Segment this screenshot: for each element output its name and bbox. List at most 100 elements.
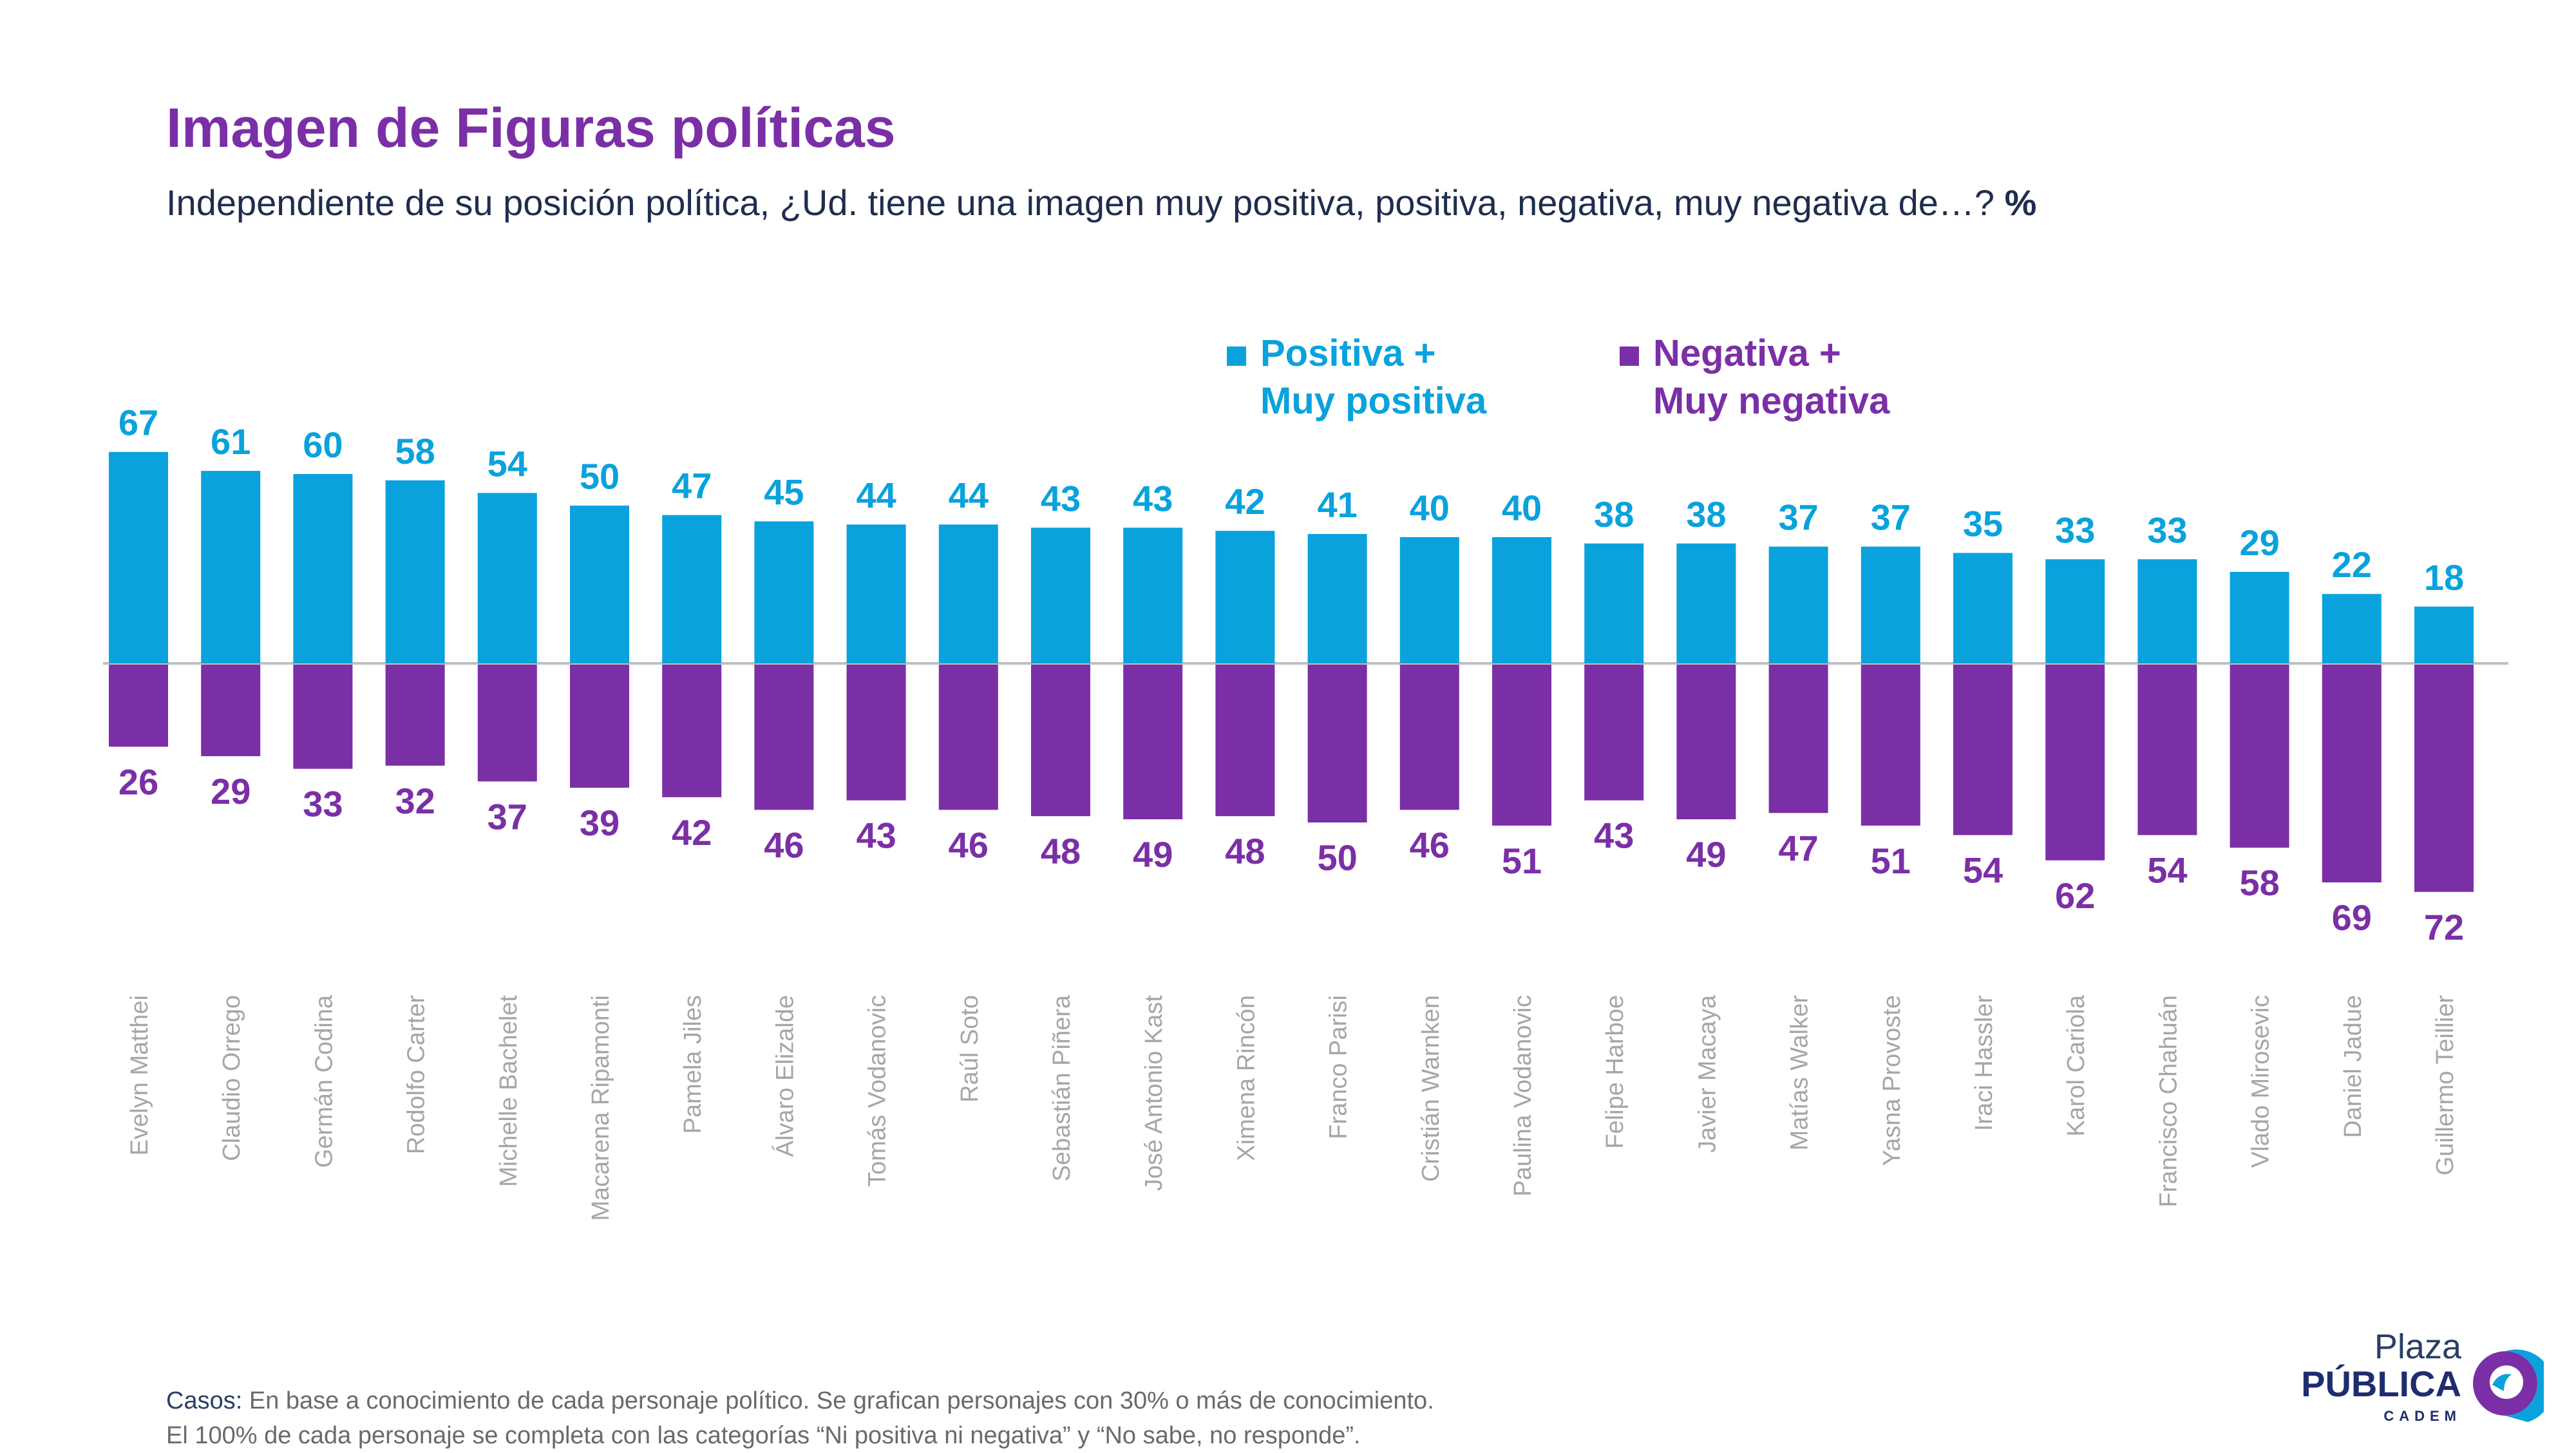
data-label-negative: 54 (2147, 850, 2187, 891)
data-label-negative: 43 (1594, 815, 1634, 856)
data-label-negative: 47 (1778, 828, 1818, 868)
data-label-negative: 37 (488, 796, 527, 837)
legend-positive-label: Positiva + Muy positiva (1260, 330, 1486, 425)
bar-positive (385, 480, 445, 663)
data-label-positive: 67 (118, 403, 158, 443)
bar-positive (477, 493, 537, 663)
category-label: Daniel Jadue (2340, 995, 2367, 1138)
bar-negative (201, 665, 261, 757)
logo-word-publica: PÚBLICA (2301, 1363, 2461, 1404)
data-label-positive: 58 (395, 431, 435, 471)
data-label-negative: 48 (1041, 831, 1081, 871)
bar-positive (201, 471, 261, 663)
category-label: Paulina Vodanovic (1510, 995, 1537, 1197)
plaza-publica-cadem-logo: Plaza PÚBLICA CADEM (2293, 1327, 2544, 1430)
data-label-negative: 46 (764, 824, 804, 865)
bar-positive (1307, 534, 1367, 663)
bar-positive (1031, 527, 1090, 663)
data-label-positive: 37 (1778, 497, 1818, 538)
data-label-positive: 18 (2424, 557, 2464, 598)
data-label-negative: 29 (211, 771, 251, 812)
logo-word-cadem: CADEM (2383, 1408, 2461, 1424)
legend-negative-line2: Muy negativa (1653, 380, 1890, 422)
bar-positive (570, 506, 629, 663)
category-label: Macarena Ripamonti (587, 995, 614, 1221)
bar-negative (109, 665, 168, 747)
category-label: Iraci Hassler (1971, 995, 1998, 1131)
data-label-negative: 43 (856, 815, 896, 856)
data-label-positive: 22 (2332, 544, 2372, 585)
data-label-negative: 62 (2055, 875, 2095, 916)
bar-negative (1307, 665, 1367, 822)
data-label-negative: 39 (580, 802, 620, 843)
category-label: Claudio Orrego (218, 995, 245, 1161)
data-label-positive: 47 (672, 466, 712, 506)
chart-subtitle: Independiente de su posición política, ¿… (166, 182, 2036, 223)
bar-negative (938, 665, 998, 810)
category-label: Yasna Provoste (1879, 995, 1906, 1166)
chart-title: Imagen de Figuras políticas (166, 97, 896, 159)
bar-negative (846, 665, 906, 801)
data-label-negative: 48 (1225, 831, 1265, 871)
bar-negative (662, 665, 722, 797)
data-label-negative: 42 (672, 812, 712, 853)
bar-positive (1492, 537, 1551, 663)
category-label: Michelle Bachelet (495, 995, 522, 1187)
category-label: Germán Codina (310, 994, 337, 1168)
data-label-negative: 72 (2424, 907, 2464, 947)
data-label-negative: 46 (1410, 824, 1450, 865)
category-label: Evelyn Matthei (126, 995, 153, 1155)
subtitle-question: Independiente de su posición política, ¿… (166, 182, 1995, 223)
bar-negative (2230, 665, 2289, 848)
data-label-negative: 49 (1686, 834, 1726, 875)
bar-positive (2414, 606, 2474, 663)
legend-positive-line1: Positiva + (1260, 332, 1436, 374)
bar-positive (1953, 553, 2012, 663)
category-label: Vlado Mirosevic (2248, 995, 2275, 1168)
logo-word-plaza: Plaza (2374, 1327, 2461, 1366)
bar-negative (477, 665, 537, 782)
data-label-positive: 37 (1871, 497, 1911, 538)
legend-positive-swatch (1227, 347, 1246, 366)
bar-positive (846, 524, 906, 663)
category-label: Felipe Harboe (1602, 995, 1629, 1149)
bar-positive (109, 451, 168, 663)
bar-positive (1584, 543, 1644, 663)
footnote: Casos: En base a conocimiento de cada pe… (166, 1383, 1434, 1453)
bar-positive (2230, 571, 2289, 663)
category-label: Sebastián Piñera (1048, 994, 1075, 1181)
bar-negative (570, 665, 629, 788)
bar-positive (662, 515, 722, 663)
data-label-negative: 50 (1317, 837, 1357, 878)
bar-negative (1676, 665, 1736, 820)
category-label: Tomás Vodanovic (864, 995, 891, 1187)
bar-positive (1215, 531, 1275, 663)
data-label-negative: 58 (2239, 862, 2279, 903)
bar-negative (2045, 665, 2105, 860)
bar-positive (1768, 546, 1828, 663)
data-label-positive: 41 (1317, 484, 1357, 525)
bar-negative (1215, 665, 1275, 817)
bar-negative (1768, 665, 1828, 813)
data-label-positive: 44 (949, 475, 989, 515)
bar-positive (938, 524, 998, 663)
category-label: Matías Walker (1786, 995, 1814, 1151)
data-label-positive: 33 (2055, 509, 2095, 550)
data-label-negative: 33 (303, 784, 343, 824)
bar-negative (1861, 665, 1920, 826)
bar-negative (385, 665, 445, 766)
bar-positive (1123, 527, 1183, 663)
footnote-line2: El 100% de cada personaje se completa co… (166, 1422, 1361, 1449)
data-label-negative: 32 (395, 781, 435, 821)
data-label-positive: 42 (1225, 481, 1265, 522)
legend-positive-line2: Muy positiva (1260, 380, 1487, 422)
data-label-negative: 54 (1963, 850, 2003, 891)
data-label-positive: 45 (764, 472, 804, 513)
data-label-positive: 33 (2147, 509, 2187, 550)
data-label-positive: 38 (1686, 494, 1726, 535)
bar-negative (1399, 665, 1459, 810)
data-label-negative: 26 (118, 761, 158, 802)
data-label-positive: 40 (1410, 488, 1450, 528)
data-label-positive: 40 (1502, 488, 1542, 528)
